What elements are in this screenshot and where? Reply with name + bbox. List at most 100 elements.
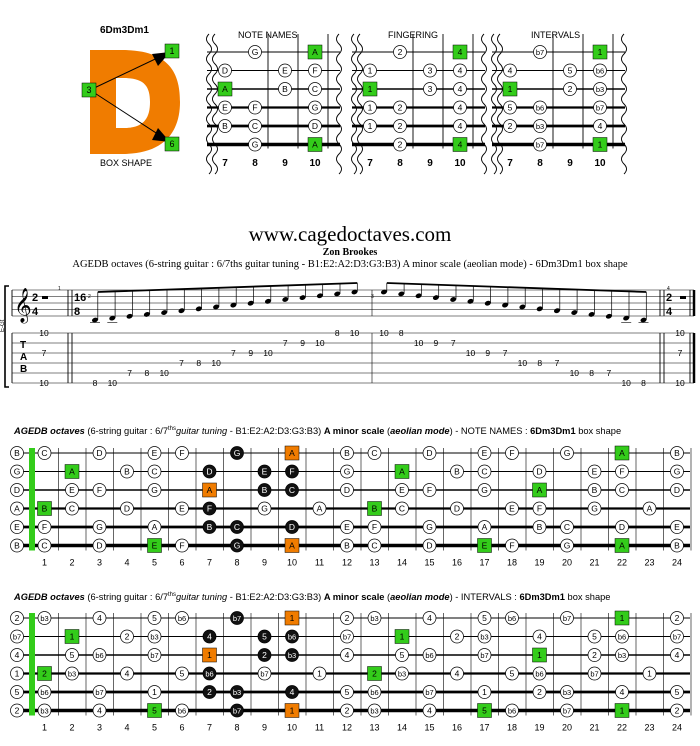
- mini-edge: [497, 33, 503, 175]
- mini-note-label: 4: [458, 47, 463, 57]
- mini-note-circle: [393, 100, 407, 115]
- fret-note-label: E: [592, 467, 598, 477]
- fret-note-circle: [65, 648, 79, 662]
- nut-bar: [29, 613, 35, 716]
- shape-letter-d: [90, 50, 180, 154]
- fret-note-label: b3: [40, 707, 48, 716]
- fret-note-circle: [37, 703, 52, 718]
- fret-note-circle: [477, 629, 492, 644]
- tab-fret-number: 9: [434, 338, 439, 348]
- mini-edge: [336, 33, 342, 175]
- mini-fret-number: 10: [309, 158, 321, 169]
- fret-note-circle: [422, 703, 437, 718]
- fret-note-circle: [37, 611, 52, 625]
- fret-note-circle: [532, 629, 547, 644]
- fret-note-label: A: [289, 541, 295, 551]
- title-part: (: [384, 592, 391, 603]
- site-url[interactable]: www.cagedoctaves.com: [248, 222, 452, 246]
- fret-note-circle: [257, 501, 272, 516]
- fret-note-square: [64, 464, 80, 479]
- fret-note-square: [477, 703, 492, 718]
- tab-fret-number: 7: [607, 368, 612, 378]
- fret-note-circle: [340, 703, 354, 718]
- fret-note-label: G: [261, 504, 268, 514]
- fret-note-circle: [175, 501, 189, 516]
- fret-note-label: A: [69, 467, 75, 477]
- open-string-note: [10, 666, 24, 681]
- fret-note-label: F: [619, 467, 624, 477]
- fret-note-circle: [37, 685, 52, 699]
- fret-note-circle: [147, 629, 162, 644]
- staff-note: [316, 293, 323, 299]
- fret-note-label: b6: [508, 614, 516, 623]
- title-bold: AGEDB octaves: [14, 426, 85, 437]
- tab-fret-number: 7: [451, 338, 456, 348]
- fret-note-label: D: [619, 522, 625, 532]
- fret-number: 8: [234, 723, 239, 733]
- title-part: box shape: [564, 592, 611, 603]
- fret-note-circle: [285, 464, 299, 479]
- fret-note-label: 1: [400, 632, 405, 642]
- fret-note-label: C: [41, 448, 47, 458]
- tab-fret-number: 10: [108, 378, 118, 388]
- mini-note-circle: [218, 63, 232, 78]
- fret-number: 10: [287, 723, 297, 733]
- fret-note-circle: [670, 483, 684, 497]
- fret-number: 2: [69, 558, 74, 568]
- open-string-note: [10, 538, 24, 553]
- time-sig-num: 16: [74, 292, 86, 304]
- note-beam: [97, 282, 358, 293]
- fret-note-square: [202, 482, 217, 498]
- fret-note-label: D: [344, 485, 350, 495]
- mini-fret-number: 7: [222, 158, 228, 169]
- title-part: ) - INTERVALS :: [449, 592, 520, 603]
- fret-note-circle: [120, 501, 134, 516]
- fret-note-label: 5: [152, 613, 157, 623]
- fret-number: 18: [507, 723, 517, 733]
- fret-note-label: 2: [345, 706, 350, 716]
- fret-note-label: A: [399, 467, 405, 477]
- staff-note: [484, 300, 491, 306]
- fret-number: 5: [152, 723, 157, 733]
- fret-note-label: b3: [233, 688, 241, 697]
- staff-note: [640, 317, 647, 323]
- mini-note-label: 2: [398, 47, 403, 57]
- fret-note-circle: [670, 520, 684, 534]
- staff-note: [467, 298, 474, 304]
- tab-clef-letter: B: [20, 364, 27, 375]
- fret-note-circle: [615, 685, 629, 699]
- open-string-label: b7: [13, 633, 21, 642]
- fret-note-label: b6: [370, 688, 378, 697]
- mini-note-label: D: [222, 66, 228, 76]
- fret-note-circle: [202, 520, 217, 534]
- title-part: (: [384, 426, 391, 437]
- fret-note-circle: [147, 685, 162, 699]
- mini-note-circle: [423, 63, 437, 78]
- fret-note-circle: [532, 520, 547, 534]
- fret-note-circle: [92, 483, 107, 497]
- fret-note-circle: [175, 703, 189, 718]
- staff-note: [334, 291, 341, 297]
- fret-note-label: b3: [398, 670, 406, 679]
- mini-note-label: 1: [368, 103, 373, 113]
- fret-note-label: b3: [480, 633, 488, 642]
- fret-note-circle: [230, 685, 244, 699]
- fret-note-circle: [670, 648, 684, 662]
- fret-note-circle: [92, 520, 107, 534]
- fret-note-label: G: [344, 467, 351, 477]
- fret-note-label: 5: [510, 669, 515, 679]
- fret-note-square: [394, 464, 410, 479]
- fret-note-circle: [642, 666, 657, 681]
- shape-marker-3: 3: [86, 85, 92, 95]
- note-beam: [386, 282, 647, 293]
- mini-note-label: A: [312, 47, 318, 57]
- fret-note-label: 5: [675, 687, 680, 697]
- fret-note-square: [532, 647, 547, 663]
- staff-note: [178, 308, 185, 314]
- fret-note-label: b3: [370, 707, 378, 716]
- nut-bar: [29, 448, 35, 551]
- fret-note-label: b7: [260, 670, 268, 679]
- tab-fret-number: 10: [350, 328, 360, 338]
- staff-note: [230, 302, 237, 308]
